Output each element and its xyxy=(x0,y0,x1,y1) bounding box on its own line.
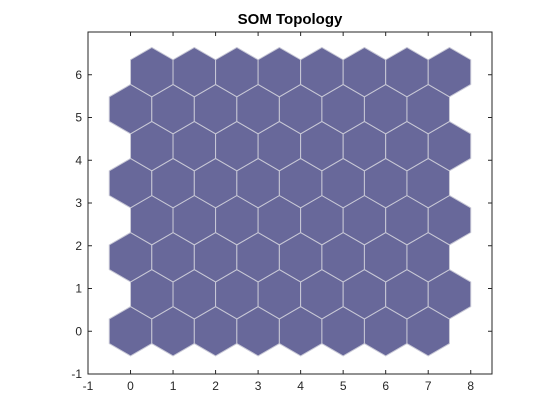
y-tick-label: 5 xyxy=(75,111,82,125)
x-tick-label: 0 xyxy=(127,379,134,393)
x-axis: -1 0 1 2 3 4 5 6 7 8 xyxy=(83,32,474,393)
x-tick-label: 7 xyxy=(425,379,432,393)
chart-title: SOM Topology xyxy=(238,11,343,28)
y-tick-label: 6 xyxy=(75,68,82,82)
y-tick-label: 2 xyxy=(75,239,82,253)
y-tick-label: 0 xyxy=(75,324,82,338)
x-tick-label: -1 xyxy=(83,379,94,393)
y-axis: -1 0 1 2 3 4 5 6 xyxy=(71,68,492,381)
y-tick-label: -1 xyxy=(71,367,82,381)
x-tick-label: 2 xyxy=(212,379,219,393)
x-tick-label: 8 xyxy=(467,379,474,393)
neuron-7-7 xyxy=(427,46,472,98)
x-tick-label: 6 xyxy=(382,379,389,393)
x-tick-label: 4 xyxy=(297,379,304,393)
x-tick-label: 1 xyxy=(170,379,177,393)
y-tick-label: 4 xyxy=(75,153,82,167)
x-tick-label: 5 xyxy=(340,379,347,393)
y-tick-label: 3 xyxy=(75,196,82,210)
neuron-grid xyxy=(108,46,472,357)
x-tick-label: 3 xyxy=(255,379,262,393)
y-tick-label: 1 xyxy=(75,282,82,296)
